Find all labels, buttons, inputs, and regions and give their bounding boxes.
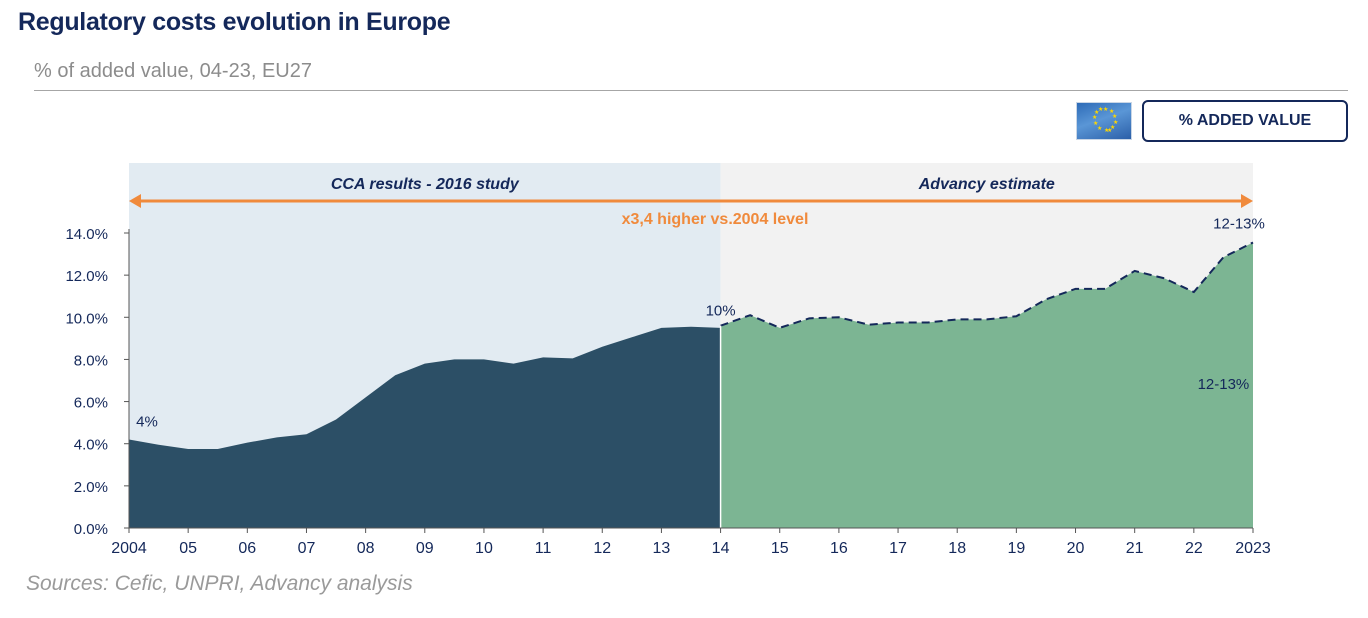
svg-text:★: ★ bbox=[1107, 127, 1112, 134]
x-tick-label: 13 bbox=[653, 540, 671, 557]
estimate-dashed-line bbox=[720, 241, 1254, 329]
eu-flag-icon: ★ ★ ★ ★ ★ ★ ★ ★ ★ ★ ★ ★ bbox=[1076, 102, 1132, 140]
x-tick-label: 11 bbox=[535, 540, 552, 557]
svg-text:★: ★ bbox=[1113, 119, 1118, 126]
band-label-0: CCA results - 2016 study bbox=[331, 176, 520, 193]
x-tick-label: 10 bbox=[475, 540, 493, 557]
x-tick-label: 22 bbox=[1185, 540, 1203, 557]
y-tick-label: 14.0% bbox=[65, 226, 108, 243]
area-series-0 bbox=[129, 326, 721, 528]
band-label-1: Advancy estimate bbox=[918, 176, 1055, 193]
y-tick-label: 4.0% bbox=[74, 437, 108, 454]
y-tick-label: 0.0% bbox=[74, 521, 108, 538]
x-tick-label: 14 bbox=[712, 540, 730, 557]
svg-text:★: ★ bbox=[1092, 114, 1097, 121]
arrow-head-right bbox=[1241, 194, 1253, 208]
y-tick-label: 12.0% bbox=[65, 268, 108, 285]
arrow-head-left bbox=[129, 194, 141, 208]
x-tick-label: 05 bbox=[179, 540, 197, 557]
data-annotation: 12-13% bbox=[1213, 215, 1265, 232]
x-tick-label: 2023 bbox=[1235, 540, 1271, 557]
svg-text:★: ★ bbox=[1097, 125, 1102, 132]
x-tick-label: 2004 bbox=[111, 540, 147, 557]
svg-text:★: ★ bbox=[1098, 106, 1103, 113]
x-tick-label: 06 bbox=[238, 540, 256, 557]
data-annotation: 12-13% bbox=[1198, 376, 1250, 393]
arrow-label: x3,4 higher vs.2004 level bbox=[622, 211, 809, 228]
header-divider bbox=[34, 90, 1348, 91]
x-tick-label: 21 bbox=[1126, 540, 1144, 557]
x-tick-label: 18 bbox=[948, 540, 966, 557]
svg-text:★: ★ bbox=[1103, 106, 1108, 113]
x-tick-label: 07 bbox=[298, 540, 316, 557]
data-annotation: 10% bbox=[706, 303, 736, 320]
x-tick-label: 19 bbox=[1007, 540, 1025, 557]
svg-text:★: ★ bbox=[1112, 113, 1117, 120]
area-series-1 bbox=[720, 242, 1253, 528]
page-title: Regulatory costs evolution in Europe bbox=[18, 8, 451, 36]
svg-text:★: ★ bbox=[1094, 109, 1099, 116]
x-tick-label: 08 bbox=[357, 540, 375, 557]
svg-text:★: ★ bbox=[1093, 120, 1098, 127]
x-tick-label: 16 bbox=[830, 540, 848, 557]
page-subtitle: % of added value, 04-23, EU27 bbox=[34, 60, 312, 82]
svg-text:★: ★ bbox=[1104, 127, 1109, 134]
x-tick-label: 20 bbox=[1067, 540, 1085, 557]
x-tick-label: 15 bbox=[771, 540, 789, 557]
x-tick-label: 09 bbox=[416, 540, 434, 557]
y-tick-label: 6.0% bbox=[74, 395, 108, 412]
svg-text:★: ★ bbox=[1109, 108, 1114, 115]
sources-note: Sources: Cefic, UNPRI, Advancy analysis bbox=[26, 572, 413, 595]
data-annotation: 4% bbox=[136, 414, 158, 431]
y-tick-label: 10.0% bbox=[65, 310, 108, 327]
x-tick-label: 12 bbox=[593, 540, 611, 557]
svg-text:★: ★ bbox=[1110, 124, 1115, 131]
y-tick-label: 8.0% bbox=[74, 352, 108, 369]
unit-badge: % ADDED VALUE bbox=[1142, 100, 1348, 142]
y-tick-label: 2.0% bbox=[74, 479, 108, 496]
x-tick-label: 17 bbox=[889, 540, 907, 557]
